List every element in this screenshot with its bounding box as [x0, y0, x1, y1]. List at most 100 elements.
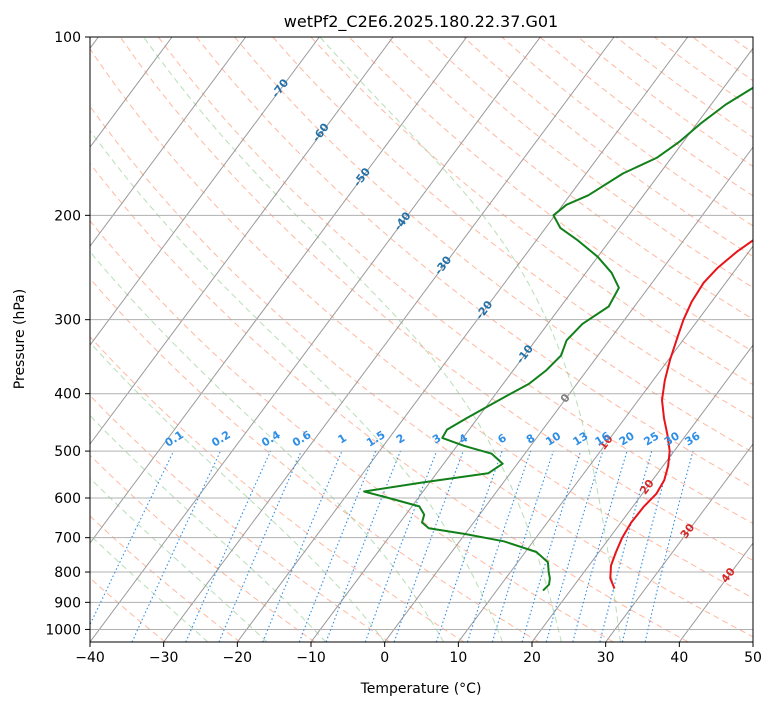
isotherm: [90, 37, 320, 346]
x-tick-label: 30: [597, 650, 615, 666]
mixing-ratio-label: 0.2: [209, 428, 232, 449]
temperature-profile: [609, 239, 753, 589]
mixing-ratio-line: [491, 450, 554, 642]
moist-adiabat: [90, 534, 209, 642]
x-tick-label: 10: [449, 650, 467, 666]
isotherm: [90, 37, 468, 544]
dry-adiabat: [90, 335, 465, 642]
mixing-ratio-line: [466, 450, 532, 642]
series-layer: [363, 86, 753, 592]
isotherm-label: 40: [718, 565, 738, 585]
mixing-ratio-line: [393, 450, 464, 642]
isotherm: [310, 47, 753, 642]
isotherm-label: -20: [473, 298, 496, 322]
mixing-ratio-line: [325, 450, 401, 642]
mixing-ratio-label: 20: [617, 429, 637, 448]
dry-adiabat: [386, 37, 753, 320]
mixing-ratio-line: [218, 450, 302, 642]
isotherm: [90, 37, 394, 445]
mixing-ratio-line: [262, 450, 343, 642]
isotherm: [163, 37, 615, 642]
mixing-ratio-line: [572, 450, 628, 642]
dry-adiabat: [653, 37, 753, 110]
dry-adiabat: [272, 37, 753, 419]
mixing-ratio-line: [364, 450, 438, 642]
dry-adiabat: [310, 37, 753, 386]
isotherm-label: -30: [432, 253, 455, 277]
mixing-ratio-line: [545, 450, 604, 642]
isotherm: [90, 37, 247, 247]
x-tick-label: −10: [296, 650, 326, 666]
dry-adiabat: [90, 277, 540, 642]
dry-adiabat: [157, 37, 753, 525]
isotherm: [457, 245, 753, 642]
mixing-ratio-line: [90, 450, 175, 627]
dry-adiabat: [692, 37, 753, 82]
moist-adiabat: [90, 129, 503, 642]
mixing-ratio-label: 0.1: [163, 428, 186, 449]
isotherm: [752, 641, 753, 642]
x-tick-label: 20: [523, 650, 541, 666]
moist-adiabat: [319, 37, 621, 642]
y-tick-label: 400: [54, 387, 81, 403]
isotherm: [384, 146, 753, 642]
mixing-ratio-label: 0.4: [259, 428, 283, 450]
mixing-ratio-line: [298, 450, 377, 642]
isotherm-label: -50: [351, 165, 374, 189]
y-tick-label: 200: [54, 208, 81, 224]
dry-adiabat: [769, 37, 775, 642]
mixing-ratio-label: 6: [495, 431, 509, 446]
x-tick-label: −40: [75, 650, 105, 666]
isotherm: [605, 443, 753, 642]
x-axis-title: Temperature (°C): [360, 681, 482, 697]
mixing-ratio-label: 2: [394, 431, 407, 446]
dry-adiabat: [90, 105, 753, 638]
moist-adiabat: [90, 250, 445, 642]
chart-title: wetPf2_C2E6.2025.180.22.37.G01: [284, 12, 558, 32]
mixing-ratio-line: [521, 450, 582, 642]
y-tick-label: 600: [54, 491, 81, 507]
mixing-ratio-label: 30: [662, 429, 682, 448]
dry-adiabat: [90, 47, 753, 599]
dry-adiabat: [90, 577, 166, 642]
y-tick-label: 100: [54, 30, 81, 46]
dry-adiabat: [90, 515, 241, 642]
y-tick-label: 1000: [45, 622, 81, 638]
mixing-ratio-label: 1: [336, 431, 349, 446]
moist-adiabat: [143, 37, 562, 642]
y-tick-label: 700: [54, 531, 81, 547]
dry-adiabat: [463, 37, 753, 258]
y-tick-label: 300: [54, 313, 81, 329]
plot-frame: [89, 36, 754, 643]
x-tick-label: −20: [223, 650, 253, 666]
gridlines: [90, 37, 775, 642]
x-tick-label: 50: [744, 650, 762, 666]
mixing-ratio-line: [185, 450, 272, 642]
y-tick-label: 800: [54, 565, 81, 581]
dewpoint-profile: [363, 86, 753, 592]
mixing-ratio-label: 36: [683, 429, 703, 448]
mixing-ratio-line: [621, 450, 673, 642]
dry-adiabat: [90, 394, 390, 642]
mixing-ratio-label: 0.6: [290, 428, 314, 450]
mixing-ratio-label: 3: [430, 431, 443, 446]
dry-adiabat: [119, 37, 753, 561]
isotherm-label: -10: [514, 342, 537, 366]
isotherm-label: -70: [269, 76, 292, 100]
dry-adiabat: [348, 37, 753, 353]
moist-adiabat: [90, 477, 268, 642]
mixing-ratio-line: [599, 450, 653, 642]
mixing-ratio-label: 13: [571, 429, 591, 448]
y-axis: 100 200 300 400 500 600 700 800 900 1000: [45, 30, 90, 638]
x-tick-label: 0: [380, 650, 389, 666]
x-tick-label: −30: [149, 650, 179, 666]
isotherm: [531, 344, 753, 642]
dry-adiabat: [90, 162, 689, 642]
dry-adiabat: [539, 37, 753, 197]
isotherm: [90, 37, 173, 149]
y-axis-title: Pressure (hPa): [12, 289, 28, 389]
y-tick-label: 500: [54, 444, 81, 460]
x-tick-label: 40: [670, 650, 688, 666]
